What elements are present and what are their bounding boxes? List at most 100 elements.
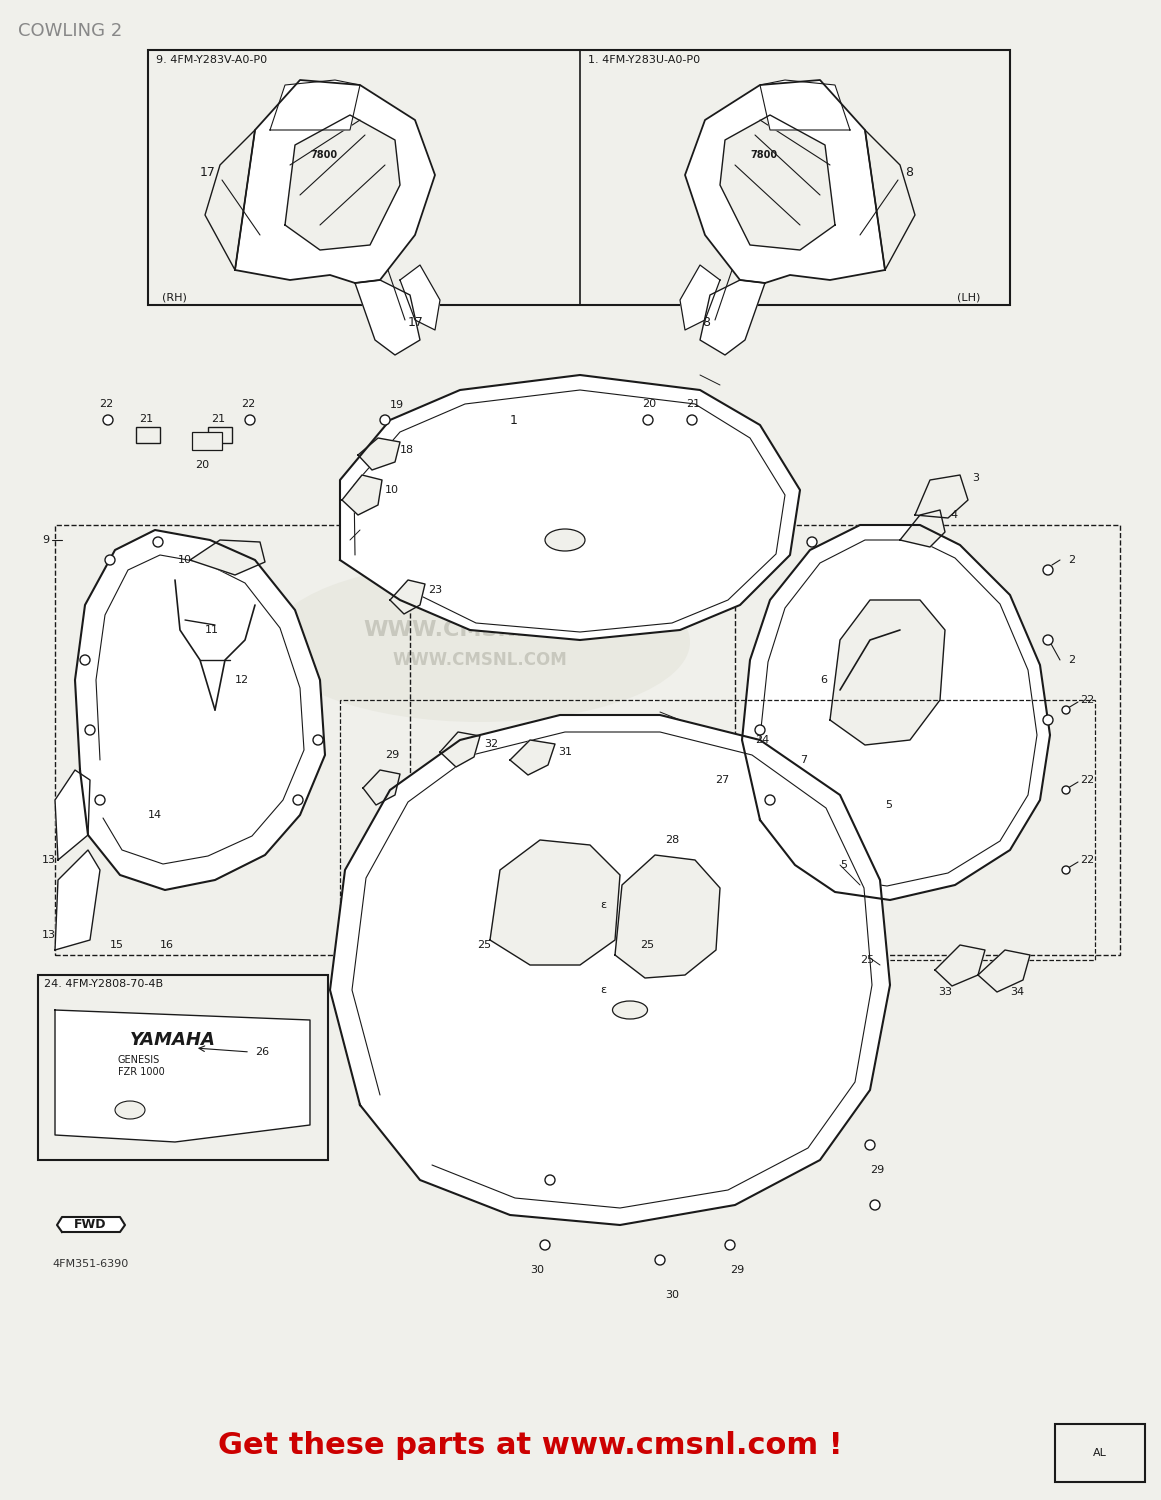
- Circle shape: [313, 735, 323, 746]
- Text: 4: 4: [950, 510, 957, 520]
- Polygon shape: [830, 600, 945, 746]
- Text: 23: 23: [428, 585, 442, 596]
- Polygon shape: [915, 476, 968, 518]
- Text: 9: 9: [42, 536, 49, 544]
- Ellipse shape: [545, 530, 585, 550]
- Polygon shape: [55, 1010, 310, 1142]
- Bar: [136, 427, 160, 442]
- Circle shape: [655, 1256, 665, 1264]
- Text: 22: 22: [1080, 776, 1095, 784]
- Text: 21: 21: [211, 414, 225, 424]
- Text: 8: 8: [906, 166, 913, 180]
- Polygon shape: [205, 130, 255, 270]
- Text: 34: 34: [1010, 987, 1024, 998]
- Text: 2: 2: [1068, 656, 1075, 664]
- Polygon shape: [342, 476, 382, 514]
- Polygon shape: [615, 855, 720, 978]
- Text: COWLING 2: COWLING 2: [19, 22, 122, 40]
- Circle shape: [755, 724, 765, 735]
- Ellipse shape: [115, 1101, 145, 1119]
- Text: 10: 10: [178, 555, 192, 566]
- Text: 9. 4FM-Y283V-A0-P0: 9. 4FM-Y283V-A0-P0: [156, 56, 267, 64]
- Polygon shape: [490, 840, 620, 964]
- Bar: [38, 975, 329, 1160]
- Polygon shape: [355, 280, 420, 356]
- Text: WWW.CMSNL.COM: WWW.CMSNL.COM: [363, 620, 597, 640]
- Bar: [208, 427, 232, 442]
- Text: 17: 17: [408, 316, 424, 330]
- Text: 15: 15: [110, 940, 124, 950]
- Circle shape: [245, 416, 255, 424]
- Text: 25: 25: [640, 940, 654, 950]
- Text: 29: 29: [870, 1166, 885, 1174]
- Text: 31: 31: [558, 747, 572, 758]
- Polygon shape: [363, 770, 401, 806]
- Text: 19: 19: [390, 400, 404, 410]
- Text: 25: 25: [477, 940, 491, 950]
- Polygon shape: [510, 740, 555, 776]
- Text: 7800: 7800: [750, 150, 777, 160]
- Text: 8: 8: [702, 316, 711, 330]
- Polygon shape: [685, 80, 885, 284]
- Circle shape: [1043, 566, 1053, 574]
- Text: 6: 6: [820, 675, 827, 686]
- Text: 29: 29: [730, 1264, 744, 1275]
- Circle shape: [95, 795, 104, 806]
- Circle shape: [545, 1174, 555, 1185]
- Polygon shape: [55, 850, 100, 950]
- Text: AL: AL: [1093, 1448, 1106, 1458]
- Text: 28: 28: [665, 836, 679, 844]
- Text: 5: 5: [885, 800, 892, 810]
- Text: Get these parts at www.cmsnl.com !: Get these parts at www.cmsnl.com !: [218, 1431, 843, 1460]
- Text: 7800: 7800: [310, 150, 337, 160]
- Text: 32: 32: [484, 740, 498, 748]
- Circle shape: [687, 416, 697, 424]
- Bar: [735, 525, 1120, 956]
- Circle shape: [293, 795, 303, 806]
- Polygon shape: [340, 375, 800, 640]
- Text: 21: 21: [686, 399, 700, 410]
- Polygon shape: [760, 80, 850, 130]
- Polygon shape: [720, 116, 835, 251]
- Circle shape: [865, 1140, 875, 1150]
- Text: FWD: FWD: [74, 1218, 107, 1230]
- Ellipse shape: [613, 1000, 648, 1018]
- Text: 24: 24: [755, 735, 770, 746]
- Circle shape: [80, 656, 91, 664]
- Text: 7: 7: [800, 754, 807, 765]
- Text: 22: 22: [240, 399, 255, 410]
- Bar: [1055, 1424, 1145, 1482]
- Text: 29: 29: [385, 750, 399, 760]
- Polygon shape: [935, 945, 985, 986]
- Text: 20: 20: [642, 399, 656, 410]
- Polygon shape: [978, 950, 1030, 992]
- Text: 30: 30: [665, 1290, 679, 1300]
- Text: 13: 13: [42, 930, 56, 940]
- Polygon shape: [55, 770, 91, 859]
- Text: 24. 4FM-Y2808-70-4B: 24. 4FM-Y2808-70-4B: [44, 980, 164, 988]
- Text: WWW.CMSNL.COM: WWW.CMSNL.COM: [392, 651, 568, 669]
- Polygon shape: [271, 80, 360, 130]
- Circle shape: [1043, 716, 1053, 724]
- Circle shape: [765, 795, 776, 806]
- Circle shape: [540, 1240, 550, 1250]
- Text: 4FM351-6390: 4FM351-6390: [52, 1258, 128, 1269]
- Polygon shape: [330, 716, 890, 1226]
- Circle shape: [380, 416, 390, 424]
- Text: 11: 11: [205, 626, 219, 634]
- Circle shape: [870, 1200, 880, 1210]
- Text: 22: 22: [1080, 694, 1095, 705]
- Polygon shape: [190, 540, 265, 574]
- Circle shape: [1043, 634, 1053, 645]
- Text: 10: 10: [385, 484, 399, 495]
- Text: 25: 25: [860, 956, 874, 964]
- Polygon shape: [865, 130, 915, 270]
- Circle shape: [85, 724, 95, 735]
- Text: 16: 16: [160, 940, 174, 950]
- Polygon shape: [742, 525, 1050, 900]
- Polygon shape: [390, 580, 425, 614]
- Circle shape: [1062, 706, 1070, 714]
- Polygon shape: [440, 732, 479, 766]
- Text: 17: 17: [200, 166, 216, 180]
- Text: YAMAHA: YAMAHA: [130, 1030, 216, 1048]
